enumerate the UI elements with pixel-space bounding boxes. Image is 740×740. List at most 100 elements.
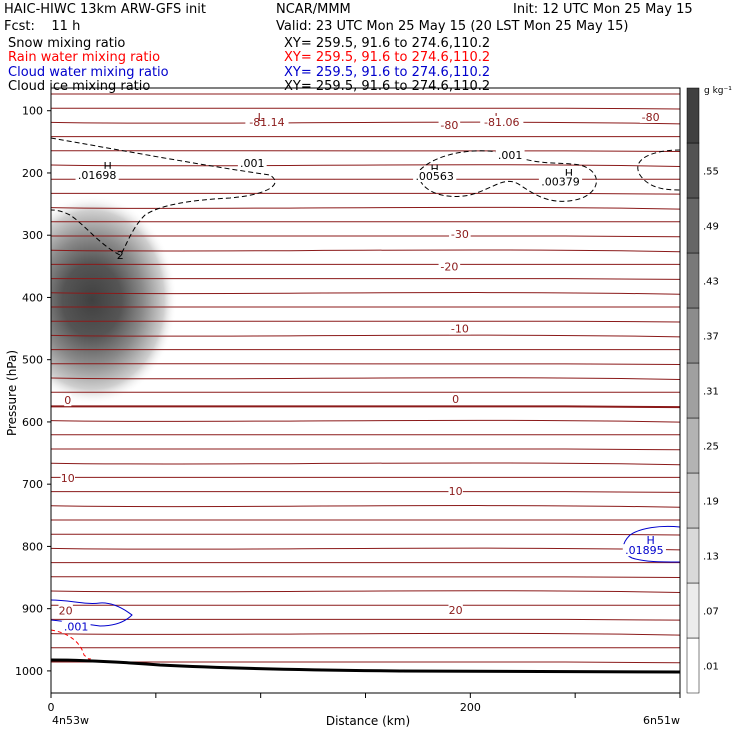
cloud-water-labels: H.01895 .001 (61, 534, 666, 634)
colorbar: .01 .07 .13 .19 .25 .31 .37 .43 .49 .55 (686, 87, 719, 694)
temperature-contour-line (51, 249, 680, 253)
snow-legend-xy: XY= 259.5, 91.6 to 274.6,110.2 (284, 36, 491, 51)
temperature-label-bg (448, 603, 463, 616)
temperature-contour-line (51, 448, 680, 451)
y-tick-label: 300 (22, 229, 43, 242)
temperature-contour-line (51, 419, 680, 423)
temperature-label-bg (438, 119, 461, 132)
cloud-water-legend-name: Cloud water mixing ratio (8, 65, 169, 80)
temperature-label-bg (438, 260, 461, 273)
temperature-label: 10 (449, 485, 463, 498)
temperature-label: 0 (64, 394, 71, 407)
y-tick-label: 900 (22, 603, 43, 616)
cloud-ice-label: .01698 (78, 169, 117, 182)
temperature-contour-line (51, 576, 680, 579)
model-title: HAIC-HIWC 13km ARW-GFS init (4, 2, 206, 17)
temperature-contour-line (51, 632, 680, 636)
y-tick-label: 800 (22, 540, 43, 553)
x-endpoint-left: 4n53w (52, 714, 89, 727)
temperature-contour-line (51, 618, 680, 621)
temperature-label: -10 (451, 323, 469, 336)
temperature-label-bg (58, 604, 73, 617)
temperature-label: 20 (59, 605, 73, 618)
temperature-label-bg (60, 471, 75, 484)
colorbar-segment (686, 197, 700, 254)
rain-legend-xy: XY= 259.5, 91.6 to 274.6,110.2 (284, 50, 491, 65)
temperature-label-bg (448, 485, 463, 498)
temperature-contour-line (51, 107, 680, 110)
temperature-label: L (258, 111, 265, 124)
temperature-contour-line (51, 192, 680, 195)
cloud-water-label: .001 (64, 621, 89, 634)
cloud-ice-label: .001 (240, 157, 265, 170)
colorbar-segment (686, 142, 700, 199)
temperature-contour-line (51, 320, 680, 323)
x-endpoint-right: 6n51w (643, 714, 680, 727)
colorbar-label: .07 (703, 607, 719, 618)
colorbar-segment (686, 307, 700, 364)
snow-legend-name: Snow mixing ratio (8, 36, 126, 51)
cloud-ice-label: .00563 (415, 170, 454, 183)
colorbar-segment (686, 527, 700, 584)
cloud-water-label: H (647, 534, 655, 547)
temperature-label: -20 (440, 260, 458, 273)
temperature-label: -81.14 (249, 116, 284, 129)
forecast-hour: Fcst: 11 h (4, 19, 81, 34)
cloud-water-legend-xy: XY= 259.5, 91.6 to 274.6,110.2 (284, 65, 491, 80)
cloud-ice-label: H (431, 163, 439, 176)
y-tick-label: 700 (22, 478, 43, 491)
temperature-contour-line (51, 505, 680, 508)
colorbar-label: .25 (703, 442, 719, 453)
temperature-contour-line (51, 277, 680, 280)
cloud-ice-label-bg (413, 170, 457, 183)
cloud-water-contours (51, 525, 680, 627)
temperature-contour-line (51, 490, 680, 493)
colorbar-label: .43 (703, 277, 719, 288)
cloud-ice-label: .001 (498, 149, 523, 162)
snow-shading (51, 195, 177, 405)
temperature-contour-line (51, 334, 680, 338)
cloud-ice-label-bg (495, 148, 525, 161)
cloud-ice-label: .00379 (541, 176, 580, 189)
rain-legend-name: Rain water mixing ratio (8, 50, 161, 65)
cloud-ice-label: H (103, 160, 111, 173)
cloud-ice-label: H (565, 167, 573, 180)
colorbar-label: .49 (703, 222, 719, 233)
cloud-ice-label-bg (75, 168, 119, 181)
y-tick-label: 1000 (15, 665, 43, 678)
init-time: Init: 12 UTC Mon 25 May 15 (513, 2, 693, 17)
y-tick-label: 100 (22, 105, 43, 118)
valid-time: Valid: 23 UTC Mon 25 May 15 (20 LST Mon … (276, 19, 629, 34)
y-tick-label: 600 (22, 416, 43, 429)
temperature-contour-line (51, 590, 680, 593)
colorbar-label: .55 (703, 167, 719, 178)
colorbar-segment (686, 582, 700, 639)
y-axis: 100 200 300 400 500 600 700 800 900 1000 (15, 105, 51, 678)
temperature-label: 0 (452, 393, 459, 406)
temperature-contour-line (51, 547, 680, 551)
cloud-water-label-bg (61, 620, 91, 633)
colorbar-segment (686, 417, 700, 474)
temperature-contour-line (51, 377, 680, 380)
x-tick-label: 0 (48, 701, 55, 714)
y-tick-label: 200 (22, 167, 43, 180)
temperature-label: -80 (440, 119, 458, 132)
temperature-label-bg (480, 115, 524, 128)
temperature-label: 20 (449, 604, 463, 617)
temperature-contour-line (51, 533, 680, 536)
temperature-contour-line (51, 292, 680, 295)
cloud-water-label: .01895 (625, 544, 664, 557)
cloud-ice-label-bg (538, 175, 583, 188)
x-tick-label: 200 (460, 701, 481, 714)
ground-surface-line (50, 658, 681, 674)
y-tick-label: 500 (22, 354, 43, 367)
temperature-label: -80 (642, 111, 660, 124)
temperature-contour-line (51, 121, 680, 125)
temperature-contour-line (51, 462, 680, 466)
temperature-contour-line (51, 235, 680, 238)
y-tick-label: 400 (22, 291, 43, 304)
cloud-ice-legend-xy: XY= 259.5, 91.6 to 274.6,110.2 (284, 79, 491, 94)
temperature-contour-line (51, 164, 680, 167)
cloud-ice-legend-name: Cloud ice mixing ratio (8, 79, 151, 94)
colorbar-label: .37 (703, 332, 719, 343)
